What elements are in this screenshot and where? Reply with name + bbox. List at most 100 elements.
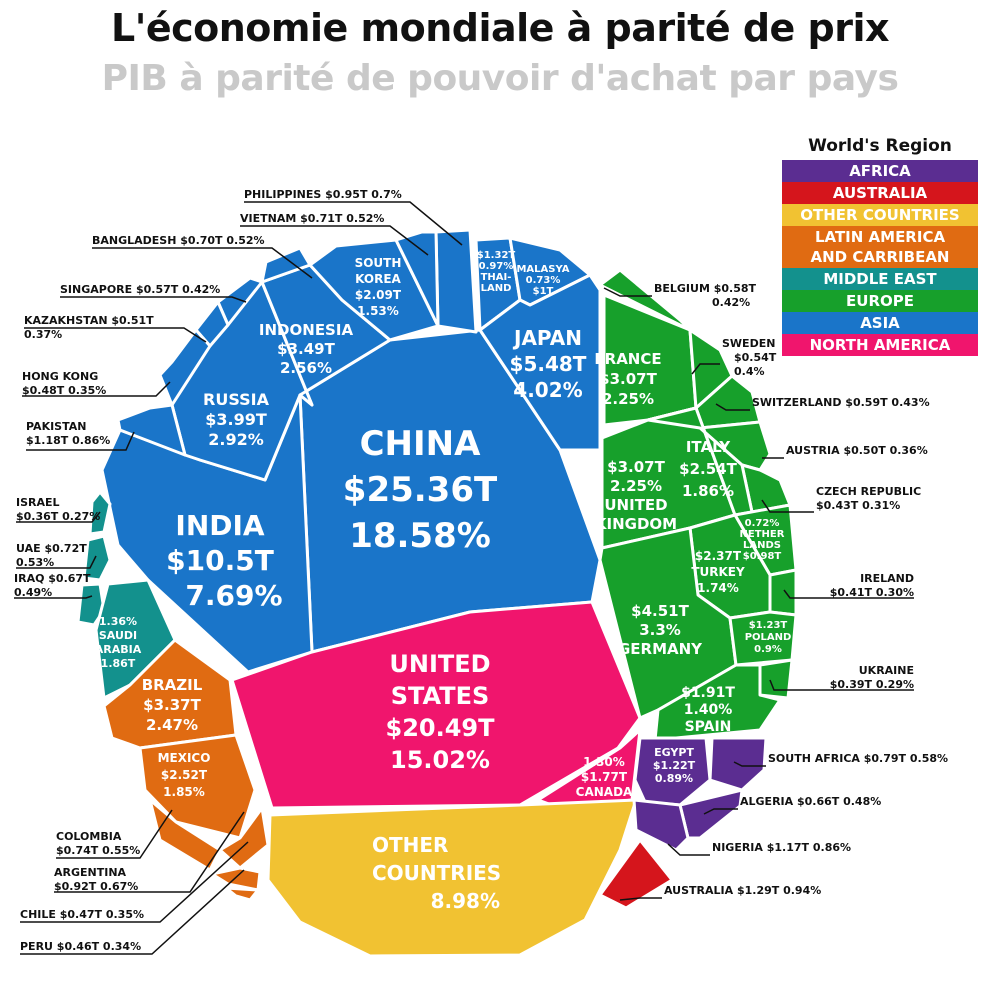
callout-belgium-line: BELGIUM $0.58T <box>654 282 757 295</box>
label-south-korea-line: SOUTH <box>355 256 402 270</box>
legend-item-latin-america-and-carribean: LATIN AMERICA AND CARRIBEAN <box>782 226 978 268</box>
callout-argentina-line: ARGENTINA <box>54 866 127 879</box>
callout-switzerland-line: SWITZERLAND $0.59T 0.43% <box>752 396 930 409</box>
cell-nigeria <box>632 798 690 852</box>
callout-belgium: BELGIUM $0.58T 0.42% <box>654 282 757 309</box>
callout-nigeria-line: NIGERIA $1.17T 0.86% <box>712 841 851 854</box>
label-indonesia-line: 2.56% <box>280 359 332 377</box>
label-turkey: $2.37T TURKEY 1.74% <box>691 549 745 595</box>
label-china-line: $25.36T <box>343 470 498 510</box>
label-japan-line: $5.48T <box>510 352 587 376</box>
callout-ukraine-line: UKRAINE <box>859 664 914 677</box>
label-germany-line: GERMANY <box>618 640 703 658</box>
legend: World's Region AFRICA AUSTRALIA OTHER COUN… <box>782 134 978 356</box>
label-egypt-line: EGYPT <box>654 746 694 759</box>
label-russia-line: 2.92% <box>208 430 264 449</box>
callout-austria: AUSTRIA $0.50T 0.36% <box>786 444 928 457</box>
callout-austria-line: AUSTRIA $0.50T 0.36% <box>786 444 928 457</box>
label-canada: 1.30% $1.77T CANADA <box>576 755 633 799</box>
label-germany-line: $4.51T <box>631 602 689 620</box>
callout-kazakhstan: KAZAKHSTAN $0.51T 0.37% <box>24 314 154 341</box>
label-thailand-line: $1.32T <box>477 250 516 261</box>
label-india-line: $10.5T <box>166 544 274 577</box>
label-mexico-line: MEXICO <box>158 751 211 765</box>
label-united-kingdom-line: UNITED <box>604 496 667 514</box>
label-brazil: BRAZIL $3.37T 2.47% <box>142 676 203 734</box>
leader-line-iraq <box>14 595 93 599</box>
leader-line-south-africa <box>733 761 766 767</box>
callout-colombia: COLOMBIA $0.74T 0.55% <box>56 830 140 857</box>
label-netherlands-line: $0.98T <box>743 551 782 562</box>
legend-item-north-america: NORTH AMERICA <box>782 334 978 356</box>
cell-hong-kong <box>158 328 212 407</box>
callout-vietnam-line: VIETNAM $0.71T 0.52% <box>240 212 384 225</box>
label-egypt-line: 0.89% <box>655 772 693 785</box>
leader-line-sweden <box>691 363 720 375</box>
callout-pakistan: PAKISTAN $1.18T 0.86% <box>26 420 110 447</box>
callout-pakistan-line: PAKISTAN <box>26 420 86 433</box>
label-canada-line: $1.77T <box>581 770 628 784</box>
label-netherlands-line: NETHER <box>740 529 785 540</box>
callout-kazakhstan-line: 0.37% <box>24 328 62 341</box>
label-poland-line: POLAND <box>745 632 792 643</box>
label-india-line: 7.69% <box>185 579 282 612</box>
callout-hong-kong-line: HONG KONG <box>22 370 98 383</box>
leader-line-chile <box>20 841 249 923</box>
label-other-countries-line: OTHER <box>372 833 448 857</box>
leader-line-australia <box>619 897 662 901</box>
legend-item-asia: ASIA <box>782 312 978 334</box>
leader-line-vietnam <box>240 225 429 256</box>
cell-brazil <box>102 638 238 750</box>
leader-line-czech-republic <box>761 499 814 513</box>
label-malaysia-line: 0.73% <box>526 275 561 286</box>
callout-chile: CHILE $0.47T 0.35% <box>20 908 144 921</box>
callout-peru: PERU $0.46T 0.34% <box>20 940 141 953</box>
callout-argentina-line: $0.92T 0.67% <box>54 880 138 893</box>
label-mexico: MEXICO $2.52T 1.85% <box>158 751 211 799</box>
label-other-countries-line: 8.98% <box>431 889 500 913</box>
label-brazil-line: BRAZIL <box>142 676 203 694</box>
callout-belgium-line: 0.42% <box>712 296 750 309</box>
label-indonesia: INDONESIA $3.49T 2.56% <box>259 321 354 377</box>
callout-uae-line: 0.53% <box>16 556 54 569</box>
label-france-line: 2.25% <box>602 390 654 408</box>
legend-item-middle-east: MIDDLE EAST <box>782 268 978 290</box>
label-china: CHINA $25.36T 18.58% <box>343 424 498 556</box>
leader-line-kazakhstan <box>24 327 207 343</box>
label-china-line: 18.58% <box>349 516 491 556</box>
callout-chile-line: CHILE $0.47T 0.35% <box>20 908 144 921</box>
label-brazil-line: $3.37T <box>143 696 201 714</box>
callout-vietnam: VIETNAM $0.71T 0.52% <box>240 212 384 225</box>
callout-ireland-line: IRELAND <box>860 572 914 585</box>
label-indonesia-line: $3.49T <box>277 340 335 358</box>
cell-uae <box>82 534 112 582</box>
chart-title: L'économie mondiale à parité de prix <box>110 6 890 50</box>
label-india-line: INDIA <box>175 509 265 542</box>
label-saudi-arabia-line: ARABIA <box>95 643 142 656</box>
callout-argentina: ARGENTINA $0.92T 0.67% <box>54 866 138 893</box>
label-malaysia-line: MALASYA <box>516 264 569 275</box>
callout-nigeria: NIGERIA $1.17T 0.86% <box>712 841 851 854</box>
label-spain-line: $1.91T <box>681 685 735 701</box>
leader-line-algeria <box>703 808 738 815</box>
callout-australia: AUSTRALIA $1.29T 0.94% <box>664 884 821 897</box>
cell-poland <box>728 610 798 667</box>
callout-uae-line: UAE $0.72T <box>16 542 87 555</box>
cell-bangladesh <box>260 246 312 284</box>
callout-singapore-line: SINGAPORE $0.57T 0.42% <box>60 283 220 296</box>
label-russia-line: RUSSIA <box>203 390 270 409</box>
cell-philippines <box>434 228 478 334</box>
label-united-states-line: STATES <box>391 682 490 710</box>
label-saudi-arabia-line: SAUDI <box>99 629 137 642</box>
leader-line-switzerland <box>715 403 750 411</box>
cell-belgium <box>598 268 692 332</box>
label-thailand-line: LAND <box>481 283 512 294</box>
callout-iraq-line: IRAQ $0.67T <box>14 572 91 585</box>
leader-line-hong-kong <box>22 381 171 397</box>
label-brazil-line: 2.47% <box>146 716 198 734</box>
label-egypt-line: $1.22T <box>653 759 696 772</box>
label-france-line: FRANCE <box>594 350 661 368</box>
leader-line-pakistan <box>26 431 135 451</box>
label-united-kingdom-line: $3.07T <box>607 458 665 476</box>
callout-czech-republic-line: $0.43T 0.31% <box>816 499 900 512</box>
